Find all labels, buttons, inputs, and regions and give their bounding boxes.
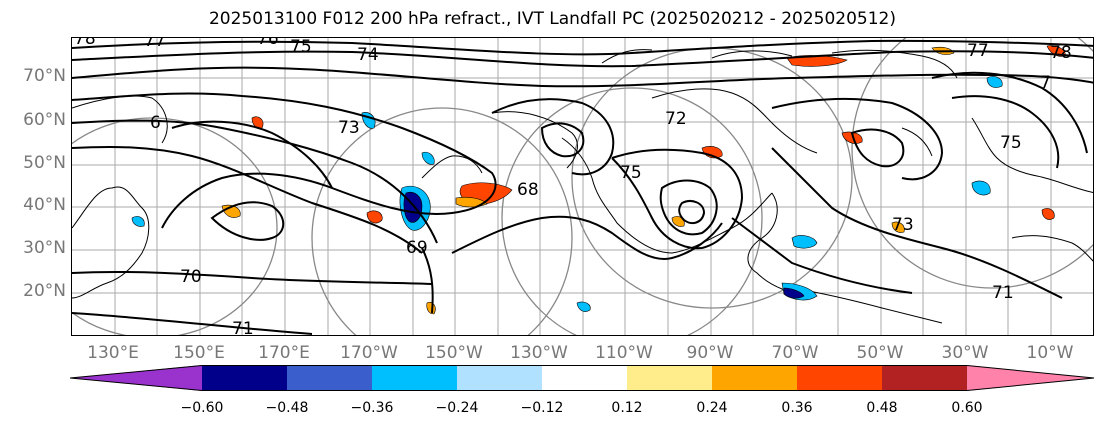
contour-label: 6	[150, 113, 161, 133]
graticule	[72, 38, 1093, 335]
colorbar-segment	[70, 365, 202, 391]
lat-label: 70°N	[23, 66, 66, 86]
colorbar-segment	[542, 365, 627, 391]
coastlines	[72, 49, 1093, 324]
lat-label: 50°N	[23, 153, 66, 173]
lat-label: 30°N	[23, 238, 66, 258]
colorbar	[70, 365, 1095, 391]
contour-label: 77	[967, 41, 989, 61]
colorbar-outline	[70, 365, 1095, 391]
lon-label: 50°W	[856, 343, 904, 363]
colorbar-tick-label: −0.60	[180, 400, 224, 416]
lon-label: 130°W	[510, 343, 568, 363]
contour-label: 76	[257, 38, 279, 49]
colorbar-tick-label: −0.24	[435, 400, 479, 416]
colorbar-segment	[627, 365, 712, 391]
contour-label: 78	[1050, 43, 1072, 63]
contour-label: 74	[357, 45, 379, 65]
contour-label: 73	[338, 118, 360, 138]
colorbar-segment	[882, 365, 967, 391]
contour-label: 73	[892, 215, 914, 235]
contour-label: 70	[180, 267, 202, 287]
contour-label: 72	[665, 109, 687, 129]
colorbar-segment	[202, 365, 287, 391]
contour-label: 71	[232, 319, 254, 336]
colorbar-segment	[967, 365, 1095, 391]
contour-label: 75	[1000, 133, 1022, 153]
refractivity-contours	[72, 39, 1093, 335]
colorbar-tick-label: −0.12	[520, 400, 564, 416]
lat-label: 40°N	[23, 195, 66, 215]
anomaly-shading	[131, 45, 1066, 315]
colorbar-segment	[372, 365, 457, 391]
lon-label: 150°W	[425, 343, 483, 363]
lat-label: 20°N	[23, 281, 66, 301]
colorbar-tick-label: −0.48	[265, 400, 309, 416]
colorbar-tick-label: −0.36	[350, 400, 394, 416]
colorbar-segment	[712, 365, 797, 391]
lon-label: 170°W	[340, 343, 398, 363]
lon-label: 110°W	[595, 343, 653, 363]
contour-label: 69	[406, 238, 428, 258]
colorbar-tick-label: 0.36	[781, 400, 813, 416]
contour-label: 75	[620, 163, 642, 183]
lon-label: 10°W	[1026, 343, 1074, 363]
lon-label: 130°E	[87, 343, 139, 363]
contour-label: 7	[1040, 73, 1051, 93]
lon-label: 70°W	[771, 343, 819, 363]
colorbar-tick-label: 0.60	[951, 400, 983, 416]
colorbar-tick-label: 0.24	[696, 400, 728, 416]
map-canvas: 78 77 76 75 74 73 72 71 70 69 68 6 7 78 …	[72, 38, 1093, 336]
contour-label: 68	[517, 180, 539, 200]
colorbar-segment	[457, 365, 542, 391]
lon-label: 90°W	[686, 343, 734, 363]
contour-labels: 78 77 76 75 74 73 72 71 70 69 68 6 7 78 …	[74, 38, 1072, 336]
colorbar-segment	[797, 365, 882, 391]
contour-label: 71	[992, 283, 1014, 303]
colorbar-tick-label: 0.12	[611, 400, 643, 416]
contour-label: 77	[144, 38, 166, 51]
lat-label: 60°N	[23, 110, 66, 130]
map-panel: 78 77 76 75 74 73 72 71 70 69 68 6 7 78 …	[71, 37, 1094, 336]
lon-label: 170°E	[258, 343, 310, 363]
plot-title: 2025013100 F012 200 hPa refract., IVT La…	[208, 9, 896, 29]
contour-label: 78	[74, 38, 96, 49]
lon-label: 150°E	[173, 343, 225, 363]
lon-label: 30°W	[941, 343, 989, 363]
contour-label: 75	[290, 38, 312, 57]
colorbar-segment	[287, 365, 372, 391]
colorbar-tick-label: 0.48	[866, 400, 898, 416]
